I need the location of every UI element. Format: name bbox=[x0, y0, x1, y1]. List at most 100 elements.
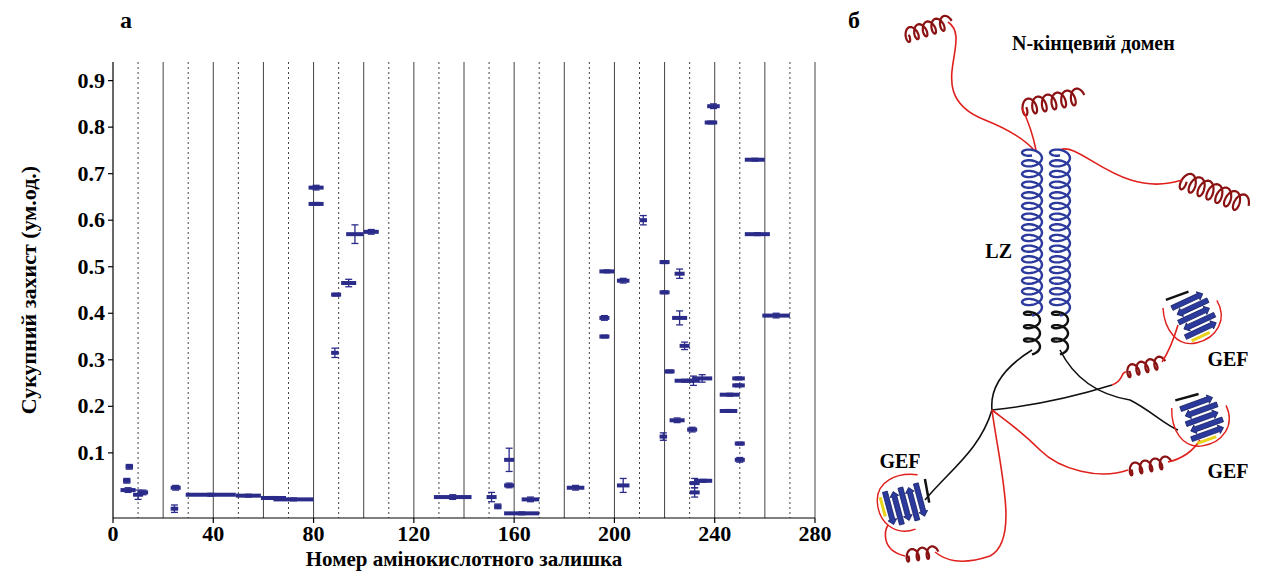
y-tick-label: 0.2 bbox=[78, 393, 106, 418]
error-cap bbox=[691, 487, 698, 488]
error-bar bbox=[735, 377, 742, 380]
error-bar bbox=[506, 483, 513, 488]
error-cap bbox=[290, 497, 297, 498]
grid-line bbox=[815, 62, 816, 518]
loop bbox=[1060, 149, 1182, 184]
grid-line-minor bbox=[238, 62, 239, 518]
error-cap bbox=[725, 409, 732, 410]
error-stem bbox=[679, 269, 680, 278]
grid-line bbox=[213, 62, 214, 518]
y-tick bbox=[108, 406, 113, 407]
grid-line-minor bbox=[489, 62, 490, 518]
error-stem bbox=[354, 225, 355, 244]
error-cap bbox=[171, 504, 178, 505]
error-bar bbox=[681, 379, 688, 382]
error-cap bbox=[736, 442, 743, 443]
segment bbox=[138, 490, 148, 494]
grid-line bbox=[313, 62, 314, 518]
error-cap bbox=[640, 215, 647, 216]
error-stem bbox=[623, 478, 624, 492]
error-bar bbox=[661, 291, 668, 294]
error-bar bbox=[676, 311, 683, 325]
error-bar bbox=[172, 485, 179, 490]
segment bbox=[660, 260, 670, 264]
error-cap bbox=[676, 310, 683, 311]
error-stem bbox=[334, 348, 335, 357]
error-stem bbox=[129, 464, 130, 469]
error-cap bbox=[172, 485, 179, 486]
helix bbox=[1052, 312, 1068, 355]
error-stem bbox=[739, 458, 740, 463]
error-cap bbox=[700, 479, 707, 480]
error-cap bbox=[603, 269, 610, 270]
error-bar bbox=[674, 418, 681, 423]
y-tick bbox=[108, 266, 113, 267]
y-tick bbox=[108, 452, 113, 453]
grid-line bbox=[714, 62, 715, 518]
helix bbox=[1127, 357, 1165, 378]
grid bbox=[138, 62, 815, 518]
error-cap bbox=[125, 492, 132, 493]
loop bbox=[1168, 440, 1200, 462]
loop bbox=[1022, 108, 1036, 150]
error-bar bbox=[700, 479, 707, 482]
segment bbox=[735, 442, 745, 446]
error-cap bbox=[331, 348, 338, 349]
error-stem bbox=[508, 448, 509, 471]
error-bar bbox=[689, 427, 696, 432]
grid-line-minor bbox=[388, 62, 389, 518]
error-cap bbox=[676, 278, 683, 279]
error-bar bbox=[666, 370, 673, 373]
error-cap bbox=[601, 337, 608, 338]
error-cap bbox=[726, 395, 733, 396]
error-cap bbox=[691, 487, 698, 488]
segment bbox=[732, 383, 745, 387]
error-cap bbox=[676, 324, 683, 325]
grid-line bbox=[464, 62, 465, 518]
grid-line-minor bbox=[188, 62, 189, 518]
loop bbox=[1112, 372, 1126, 385]
segment bbox=[522, 497, 540, 501]
error-bar bbox=[601, 316, 608, 321]
segment bbox=[236, 494, 261, 498]
grid-line bbox=[163, 62, 164, 518]
helix bbox=[1023, 89, 1085, 116]
x-axis-title: Номер амінокислотного залишка bbox=[306, 547, 623, 571]
error-cap bbox=[707, 123, 714, 124]
error-cap bbox=[518, 514, 525, 515]
segment bbox=[599, 335, 609, 339]
error-bar bbox=[494, 504, 501, 509]
grid-line-minor bbox=[288, 62, 289, 518]
error-bar bbox=[661, 261, 668, 264]
error-bar bbox=[140, 490, 147, 495]
error-cap bbox=[123, 478, 130, 479]
error-cap bbox=[736, 457, 743, 458]
error-cap bbox=[140, 489, 147, 490]
error-cap bbox=[773, 313, 780, 314]
segment bbox=[665, 369, 675, 373]
error-cap bbox=[207, 493, 214, 494]
error-cap bbox=[123, 482, 130, 483]
segment bbox=[762, 314, 790, 318]
error-cap bbox=[601, 315, 608, 316]
error-bar bbox=[707, 121, 714, 124]
segment bbox=[309, 202, 324, 206]
error-bar bbox=[751, 158, 758, 161]
error-bar bbox=[603, 270, 610, 273]
grid-line-minor bbox=[589, 62, 590, 518]
marks bbox=[121, 104, 790, 515]
error-bar bbox=[506, 448, 513, 471]
error-cap bbox=[313, 185, 320, 186]
error-bar bbox=[726, 393, 733, 396]
loop bbox=[992, 385, 1112, 410]
segment bbox=[687, 428, 697, 432]
error-cap bbox=[620, 478, 627, 479]
error-cap bbox=[666, 369, 673, 370]
error-cap bbox=[506, 448, 513, 449]
grid-line-minor bbox=[789, 62, 790, 518]
error-cap bbox=[333, 295, 340, 296]
error-cap bbox=[601, 320, 608, 321]
error-cap bbox=[681, 379, 688, 380]
error-stem bbox=[676, 418, 677, 423]
error-cap bbox=[518, 511, 525, 512]
